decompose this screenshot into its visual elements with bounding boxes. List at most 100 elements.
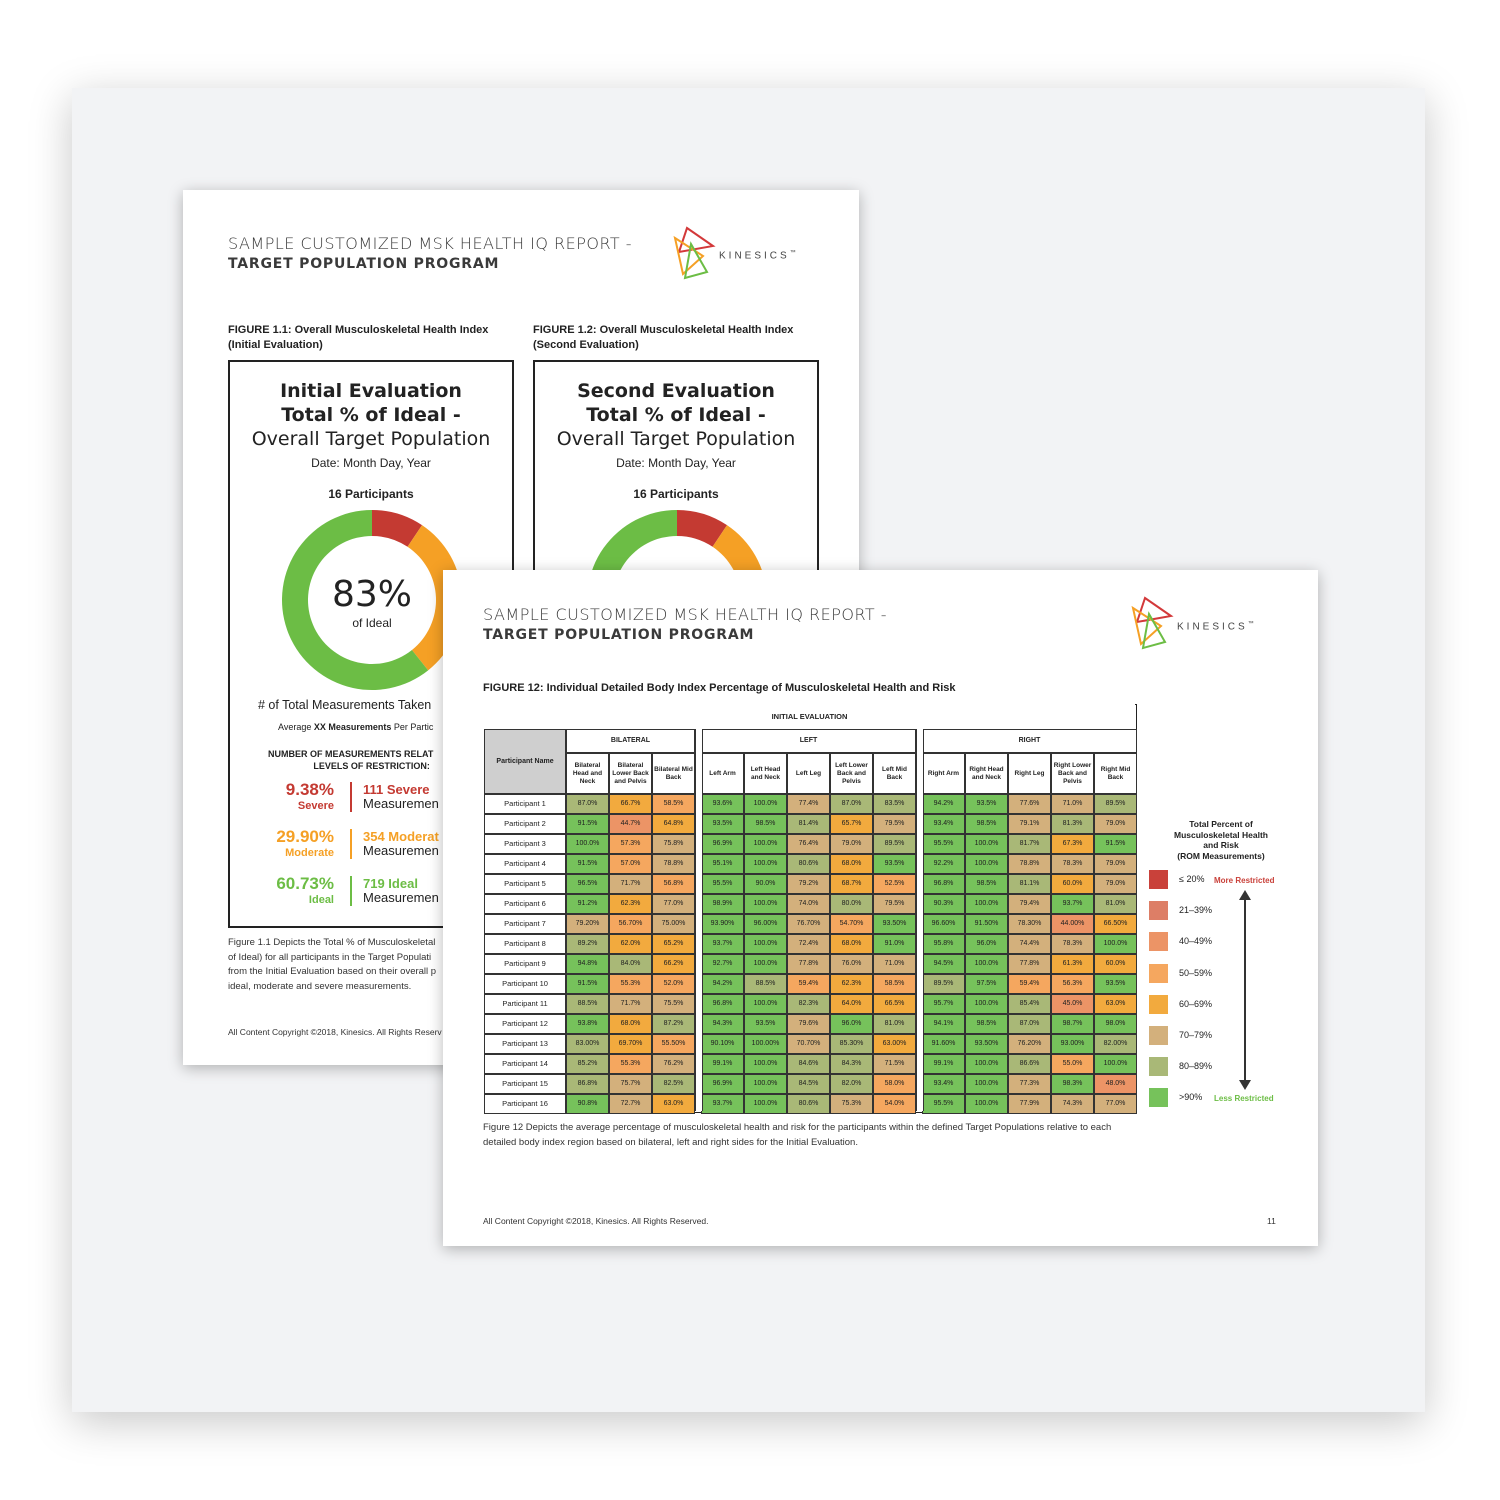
column-header: Left Head and Neck (744, 753, 787, 794)
table-cell: 94.1% (922, 1014, 965, 1034)
table-cell: 93.5% (873, 854, 916, 874)
table-cell: 45.0% (1051, 994, 1094, 1014)
table-cell: 95.5% (922, 834, 965, 854)
table-cell: 84.5% (787, 1074, 830, 1094)
table-cell: 59.4% (1008, 974, 1051, 994)
table-cell: 77.8% (1008, 954, 1051, 974)
column-header: Right Lower Back and Pelvis (1051, 753, 1094, 794)
table-cell: 99.1% (701, 1054, 744, 1074)
table-cell: 96.9% (701, 1074, 744, 1094)
table-cell: 95.7% (922, 994, 965, 1014)
table-cell: 100.0% (965, 1094, 1008, 1114)
stat-percent: 9.38% (285, 780, 334, 799)
table-cell: 94.8% (566, 954, 609, 974)
table-cell: 90.10% (701, 1034, 744, 1054)
table-cell: 95.5% (922, 1094, 965, 1114)
legend-label: 70–79% (1179, 1030, 1213, 1040)
participant-name: Participant 9 (484, 954, 566, 974)
table-cell: 93.50% (965, 1034, 1008, 1054)
more-restricted-label: More Restricted (1214, 876, 1275, 885)
table-cell: 97.5% (965, 974, 1008, 994)
table-cell: 69.70% (609, 1034, 652, 1054)
table-cell: 74.0% (787, 894, 830, 914)
table-cell: 78.8% (652, 854, 695, 874)
table-cell: 54.0% (873, 1094, 916, 1114)
table-cell: 98.5% (965, 874, 1008, 894)
table-cell: 76.2% (652, 1054, 695, 1074)
table-cell: 98.5% (965, 814, 1008, 834)
legend-swatch (1149, 994, 1168, 1014)
table-cell: 93.5% (1094, 974, 1137, 994)
table-cell: 77.8% (787, 954, 830, 974)
participant-name: Participant 7 (484, 914, 566, 934)
table-cell: 98.5% (965, 1014, 1008, 1034)
table-cell: 68.0% (609, 1014, 652, 1034)
report-subtitle: TARGET POPULATION PROGRAM (228, 256, 500, 272)
table-cell: 90.8% (566, 1094, 609, 1114)
table-cell: 82.3% (787, 994, 830, 1014)
stat-count: 354 Moderat (363, 829, 439, 844)
table-cell: 93.7% (701, 934, 744, 954)
copyright: All Content Copyright ©2018, Kinesics. A… (483, 1216, 709, 1226)
table-cell: 58.0% (873, 1074, 916, 1094)
table-cell: 85.2% (566, 1054, 609, 1074)
table-cell: 100.0% (744, 1054, 787, 1074)
legend-swatch (1149, 901, 1168, 921)
table-cell: 96.8% (701, 994, 744, 1014)
table-cell: 93.4% (922, 814, 965, 834)
table-cell: 68.7% (830, 874, 873, 894)
participant-name: Participant 12 (484, 1014, 566, 1034)
table-cell: 63.00% (873, 1034, 916, 1054)
table-cell: 75.5% (652, 994, 695, 1014)
participant-name: Participant 1 (484, 794, 566, 814)
table-cell: 100.0% (744, 1094, 787, 1114)
stat-label: Ideal (308, 894, 334, 906)
table-cell: 96.0% (965, 934, 1008, 954)
table-cell: 98.0% (1094, 1014, 1137, 1034)
table-cell: 56.8% (652, 874, 695, 894)
table-cell: 56.70% (609, 914, 652, 934)
table-cell: 58.5% (873, 974, 916, 994)
table-cell: 81.0% (873, 1014, 916, 1034)
table-cell: 91.60% (922, 1034, 965, 1054)
table-cell: 55.3% (609, 974, 652, 994)
table-cell: 93.8% (566, 1014, 609, 1034)
table-cell: 84.3% (830, 1054, 873, 1074)
report-title: SAMPLE CUSTOMIZED MSK HEALTH IQ REPORT - (228, 234, 633, 253)
table-cell: 77.3% (1008, 1074, 1051, 1094)
table-cell: 63.0% (652, 1094, 695, 1114)
legend-label: ≤ 20% (1179, 874, 1205, 884)
table-cell: 68.0% (830, 934, 873, 954)
table-cell: 100.0% (965, 994, 1008, 1014)
table-cell: 91.5% (1094, 834, 1137, 854)
table-cell: 91.2% (566, 894, 609, 914)
table-cell: 100.00% (744, 1034, 787, 1054)
table-cell: 75.00% (652, 914, 695, 934)
participant-name: Participant 3 (484, 834, 566, 854)
table-cell: 93.7% (1051, 894, 1094, 914)
table-cell: 72.7% (609, 1094, 652, 1114)
table-cell: 100.0% (965, 854, 1008, 874)
table-cell: 79.20% (566, 914, 609, 934)
table-cell: 89.5% (922, 974, 965, 994)
table-cell: 64.8% (652, 814, 695, 834)
table-cell: 98.3% (1051, 1074, 1094, 1094)
table-cell: 71.7% (609, 874, 652, 894)
group-header-left: LEFT (701, 729, 916, 753)
stat-divider (350, 782, 352, 812)
table-cell: 78.3% (1051, 934, 1094, 954)
restriction-arrow-icon (1239, 890, 1251, 1090)
group-separator (695, 729, 703, 1111)
table-cell: 80.6% (787, 854, 830, 874)
table-cell: 98.7% (1051, 1014, 1094, 1034)
table-cell: 92.2% (922, 854, 965, 874)
table-cell: 79.0% (1094, 874, 1137, 894)
table-cell: 100.0% (1094, 1054, 1137, 1074)
table-cell: 95.5% (701, 874, 744, 894)
table-cell: 96.60% (922, 914, 965, 934)
donut-segment-ideal (282, 510, 429, 690)
group-separator (916, 729, 924, 1111)
group-header-right: RIGHT (922, 729, 1137, 753)
column-header: Bilateral Lower Back and Pelvis (609, 753, 652, 794)
legend-swatch (1149, 932, 1168, 952)
